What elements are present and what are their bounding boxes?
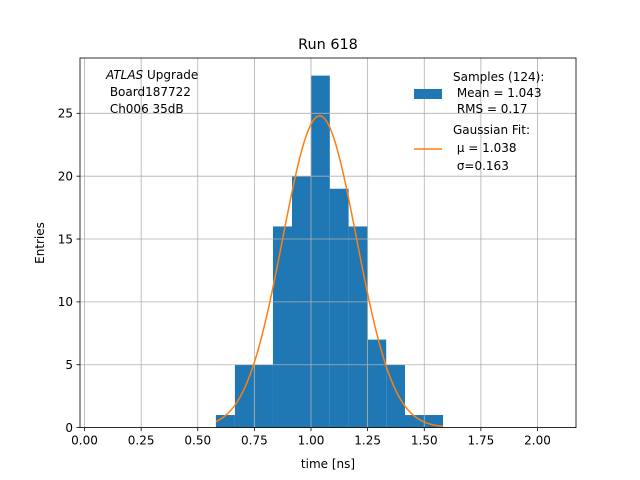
y-tick-label: 25 — [58, 107, 73, 121]
x-axis-ticks: 0.00 0.25 0.50 0.75 1.00 1.25 1.50 1.75 2.00 — [71, 427, 551, 448]
y-tick-label: 15 — [58, 232, 73, 246]
legend-samples-line-3: RMS = 0.17 — [453, 102, 528, 116]
atlas-annotation: ATLAS Upgrade Board187722 Ch006 35dB — [105, 68, 198, 116]
y-axis-label: Entries — [33, 222, 47, 264]
legend-fit-line-3: σ=0.163 — [453, 159, 509, 173]
x-tick-label: 1.25 — [354, 434, 381, 448]
legend-samples-swatch — [414, 89, 442, 99]
annotation-line-3: Ch006 35dB — [106, 102, 184, 116]
x-axis-label: time [ns] — [301, 457, 355, 471]
x-tick-label: 1.50 — [411, 434, 438, 448]
histogram-bar — [311, 75, 330, 428]
legend-fit-line-1: Gaussian Fit: — [453, 123, 530, 137]
y-tick-label: 10 — [58, 295, 73, 309]
annotation-line-1: ATLAS Upgrade — [105, 68, 198, 82]
legend-fit-line-2: μ = 1.038 — [453, 141, 517, 155]
legend: Samples (124): Mean = 1.043 RMS = 0.17 G… — [414, 70, 544, 173]
histogram-bar — [348, 226, 368, 428]
gaussian-fit-curve — [215, 115, 444, 428]
y-axis-ticks: 0 5 10 15 20 25 — [58, 107, 80, 435]
plot-frame — [79, 57, 577, 429]
legend-samples-line-2: Mean = 1.043 — [453, 86, 542, 100]
y-tick-label: 20 — [58, 169, 73, 183]
x-tick-label: 1.00 — [298, 434, 325, 448]
x-tick-label: 2.00 — [524, 434, 551, 448]
histogram-bar — [234, 364, 254, 428]
annotation-line-2: Board187722 — [106, 85, 191, 99]
x-tick-label: 0.75 — [241, 434, 268, 448]
histogram-bar — [272, 226, 292, 428]
chart-title: Run 618 — [298, 37, 358, 53]
x-tick-label: 0.50 — [184, 434, 211, 448]
histogram-bar — [367, 339, 387, 428]
x-tick-label: 0.00 — [71, 434, 98, 448]
histogram-bar — [253, 364, 273, 428]
histogram-bar — [405, 415, 425, 428]
histogram-bar — [215, 415, 235, 428]
legend-samples-line-1: Samples (124): — [453, 70, 544, 84]
y-tick-label: 0 — [65, 421, 73, 435]
histogram-bar — [329, 188, 349, 428]
y-tick-label: 5 — [65, 358, 73, 372]
x-tick-label: 1.75 — [468, 434, 495, 448]
x-tick-label: 0.25 — [128, 434, 155, 448]
